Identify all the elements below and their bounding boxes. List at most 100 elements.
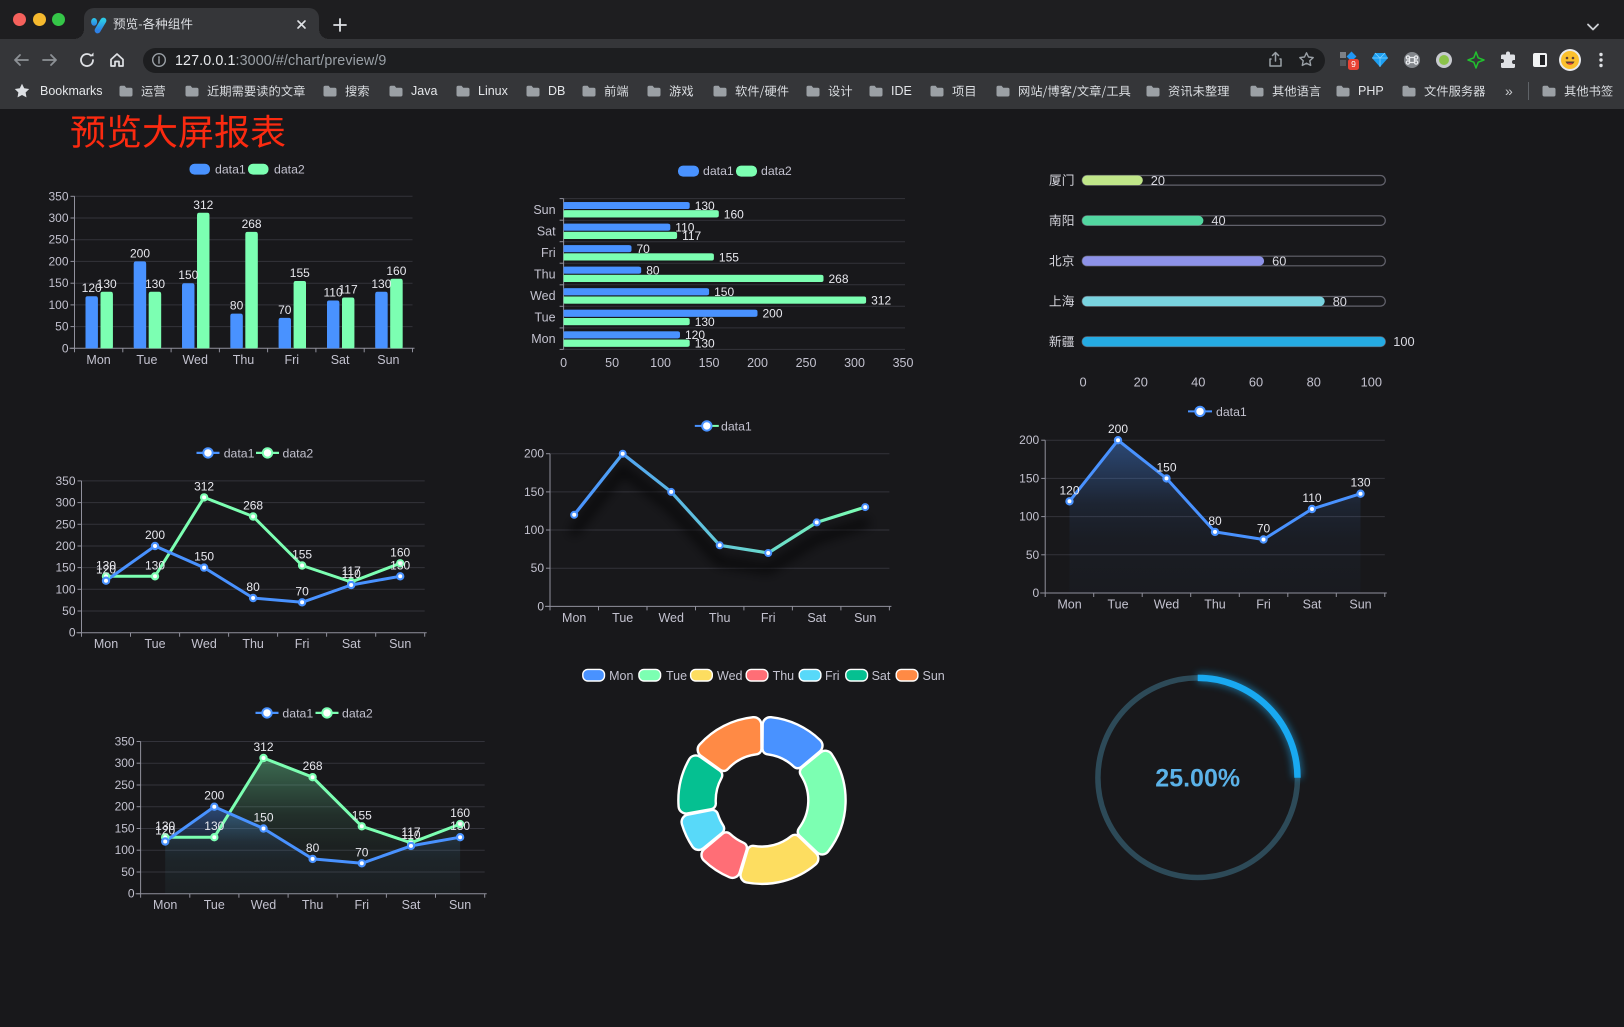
svg-text:300: 300 xyxy=(48,211,68,225)
svg-text:0: 0 xyxy=(128,887,135,901)
svg-text:Sun: Sun xyxy=(389,637,411,651)
svg-text:130: 130 xyxy=(390,558,410,572)
svg-text:150: 150 xyxy=(253,811,273,825)
svg-text:200: 200 xyxy=(1019,433,1039,447)
svg-text:350: 350 xyxy=(893,356,914,370)
svg-text:data1: data1 xyxy=(282,706,313,720)
svg-text:Thu: Thu xyxy=(302,898,324,912)
svg-text:60: 60 xyxy=(1272,254,1286,269)
svg-text:Fri: Fri xyxy=(825,669,840,683)
svg-text:Thu: Thu xyxy=(1204,598,1226,612)
svg-text:data1: data1 xyxy=(721,419,752,433)
svg-text:250: 250 xyxy=(55,517,75,531)
svg-text:data2: data2 xyxy=(283,446,314,460)
svg-text:Wed: Wed xyxy=(251,898,277,912)
svg-text:70: 70 xyxy=(355,845,369,859)
svg-text:40: 40 xyxy=(1191,375,1205,390)
svg-text:268: 268 xyxy=(243,499,263,513)
svg-text:312: 312 xyxy=(194,479,214,493)
svg-text:155: 155 xyxy=(292,548,312,562)
svg-text:Thu: Thu xyxy=(773,669,795,683)
svg-text:200: 200 xyxy=(55,539,75,553)
svg-text:Thu: Thu xyxy=(709,611,731,625)
svg-text:100: 100 xyxy=(524,523,544,537)
svg-text:200: 200 xyxy=(48,254,68,268)
svg-text:0: 0 xyxy=(62,341,69,355)
svg-text:117: 117 xyxy=(682,229,701,243)
svg-text:data2: data2 xyxy=(761,164,792,178)
svg-text:Sun: Sun xyxy=(854,611,876,625)
svg-text:300: 300 xyxy=(844,356,865,370)
svg-text:312: 312 xyxy=(193,198,213,212)
svg-text:300: 300 xyxy=(115,756,135,770)
svg-text:data1: data1 xyxy=(224,446,255,460)
svg-text:130: 130 xyxy=(695,315,715,329)
svg-text:150: 150 xyxy=(178,268,198,282)
svg-text:350: 350 xyxy=(55,474,75,488)
svg-text:160: 160 xyxy=(386,264,406,278)
svg-text:50: 50 xyxy=(531,561,545,575)
svg-text:Sun: Sun xyxy=(923,669,945,683)
svg-text:Tue: Tue xyxy=(1107,598,1128,612)
svg-text:120: 120 xyxy=(685,328,705,342)
svg-text:117: 117 xyxy=(339,283,358,297)
svg-text:Wed: Wed xyxy=(530,289,556,303)
svg-text:Fri: Fri xyxy=(295,637,310,651)
svg-text:155: 155 xyxy=(290,266,310,280)
svg-text:70: 70 xyxy=(278,303,292,317)
svg-text:Wed: Wed xyxy=(182,353,208,367)
svg-text:Sat: Sat xyxy=(402,898,421,912)
svg-text:70: 70 xyxy=(1257,522,1271,536)
svg-text:60: 60 xyxy=(1249,375,1263,390)
svg-text:Sun: Sun xyxy=(533,203,555,217)
svg-text:Fri: Fri xyxy=(1256,598,1271,612)
svg-text:100: 100 xyxy=(48,298,68,312)
svg-text:Tue: Tue xyxy=(144,637,165,651)
svg-text:80: 80 xyxy=(1208,514,1222,528)
svg-text:130: 130 xyxy=(695,199,715,213)
svg-text:80: 80 xyxy=(306,841,320,855)
svg-text:Tue: Tue xyxy=(535,311,556,325)
svg-text:50: 50 xyxy=(62,604,76,618)
svg-text:110: 110 xyxy=(675,221,694,235)
svg-text:50: 50 xyxy=(605,356,619,370)
svg-text:100: 100 xyxy=(1393,334,1414,349)
svg-text:Sun: Sun xyxy=(449,898,471,912)
svg-text:160: 160 xyxy=(724,207,744,221)
svg-text:150: 150 xyxy=(1019,471,1039,485)
svg-text:130: 130 xyxy=(97,277,117,291)
svg-text:150: 150 xyxy=(194,550,214,564)
svg-text:Sun: Sun xyxy=(377,353,399,367)
svg-text:312: 312 xyxy=(871,294,891,308)
svg-text:200: 200 xyxy=(524,447,544,461)
svg-text:120: 120 xyxy=(155,824,175,838)
svg-text:130: 130 xyxy=(1350,476,1370,490)
svg-text:200: 200 xyxy=(204,789,224,803)
svg-text:250: 250 xyxy=(115,778,135,792)
svg-text:120: 120 xyxy=(1059,483,1079,497)
svg-text:300: 300 xyxy=(55,496,75,510)
svg-text:200: 200 xyxy=(115,800,135,814)
svg-text:Mon: Mon xyxy=(86,353,110,367)
svg-text:Wed: Wed xyxy=(717,669,743,683)
svg-text:0: 0 xyxy=(560,356,567,370)
svg-text:100: 100 xyxy=(650,356,671,370)
svg-text:Mon: Mon xyxy=(609,669,633,683)
svg-text:Mon: Mon xyxy=(562,611,586,625)
svg-text:200: 200 xyxy=(747,356,768,370)
svg-text:Wed: Wed xyxy=(658,611,684,625)
svg-text:25.00%: 25.00% xyxy=(1155,765,1240,793)
svg-text:0: 0 xyxy=(1079,375,1086,390)
svg-text:Fri: Fri xyxy=(541,246,556,260)
svg-text:130: 130 xyxy=(96,558,116,572)
svg-text:350: 350 xyxy=(115,735,135,749)
svg-text:100: 100 xyxy=(1361,375,1382,390)
svg-text:Mon: Mon xyxy=(531,332,555,346)
svg-text:150: 150 xyxy=(524,485,544,499)
svg-text:50: 50 xyxy=(1026,548,1040,562)
svg-text:117: 117 xyxy=(342,564,361,578)
svg-text:Sun: Sun xyxy=(1349,598,1371,612)
svg-text:data1: data1 xyxy=(703,164,734,178)
svg-text:110: 110 xyxy=(324,286,343,300)
svg-text:80: 80 xyxy=(1333,294,1347,309)
